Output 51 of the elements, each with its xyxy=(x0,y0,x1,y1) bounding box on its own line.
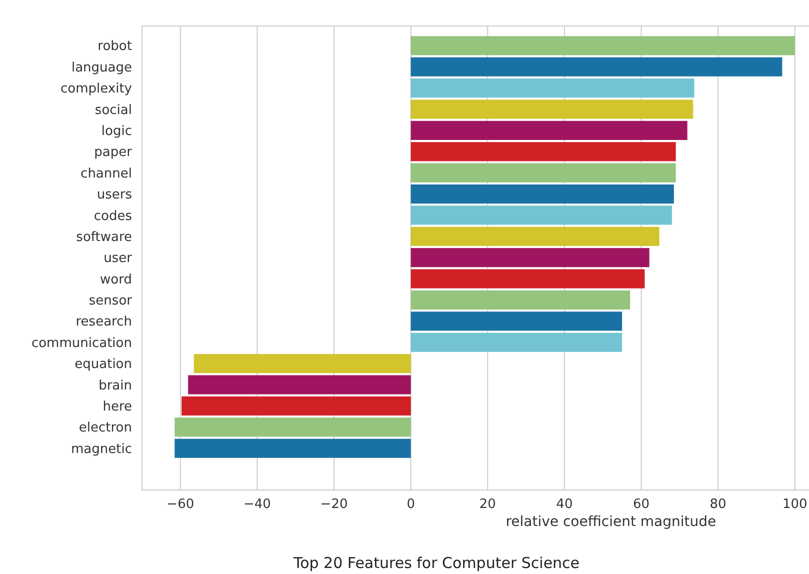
bar xyxy=(410,184,674,204)
bar xyxy=(410,120,688,140)
y-tick-label: word xyxy=(100,272,132,288)
y-tick-label: language xyxy=(71,60,132,76)
y-tick-label: brain xyxy=(98,378,132,394)
x-tick-label: 40 xyxy=(556,497,573,512)
bar xyxy=(410,269,645,288)
bar xyxy=(410,163,676,182)
y-tick-label: communication xyxy=(31,336,132,351)
x-tick-label: −40 xyxy=(243,497,271,512)
bar xyxy=(174,438,411,458)
x-tick-label: −20 xyxy=(320,497,348,512)
bar xyxy=(410,290,630,310)
bar xyxy=(188,375,411,394)
bar xyxy=(410,206,672,225)
bar xyxy=(410,78,694,98)
x-tick-label: 80 xyxy=(710,497,726,512)
bar xyxy=(410,226,660,246)
x-tick-label: 20 xyxy=(479,497,496,512)
y-tick-label: equation xyxy=(74,357,132,372)
x-tick-label: 60 xyxy=(632,497,650,512)
y-tick-label: paper xyxy=(94,145,133,160)
bar xyxy=(410,100,694,119)
y-tick-label: magnetic xyxy=(71,442,132,457)
bar xyxy=(410,332,622,352)
bar xyxy=(410,248,650,268)
y-tick-label: software xyxy=(76,230,132,245)
x-tick-label: 0 xyxy=(406,497,415,512)
bar xyxy=(410,312,622,331)
bar xyxy=(174,418,411,437)
y-tick-label: user xyxy=(104,251,133,266)
text: Top 20 Features for Computer Science xyxy=(292,554,580,572)
y-tick-label: robot xyxy=(98,39,132,54)
y-tick-label: users xyxy=(96,188,132,203)
x-tick-label: 100 xyxy=(782,497,808,512)
y-tick-label: channel xyxy=(80,166,132,182)
bar xyxy=(182,396,411,416)
x-axis-title: relative coefficient magnitude xyxy=(506,514,716,530)
y-tick-label: research xyxy=(76,314,132,330)
y-tick-label: electron xyxy=(78,420,132,436)
y-tick-label: complexity xyxy=(60,82,132,97)
y-tick-label: logic xyxy=(101,124,132,139)
bar xyxy=(410,142,676,162)
bar xyxy=(410,57,782,76)
y-tick-label: sensor xyxy=(88,294,133,309)
bar xyxy=(410,36,795,56)
y-tick-label: codes xyxy=(94,208,132,224)
bar xyxy=(194,354,411,374)
x-tick-label: −60 xyxy=(166,497,194,512)
y-tick-label: here xyxy=(102,400,132,415)
y-tick-label: social xyxy=(94,102,132,118)
